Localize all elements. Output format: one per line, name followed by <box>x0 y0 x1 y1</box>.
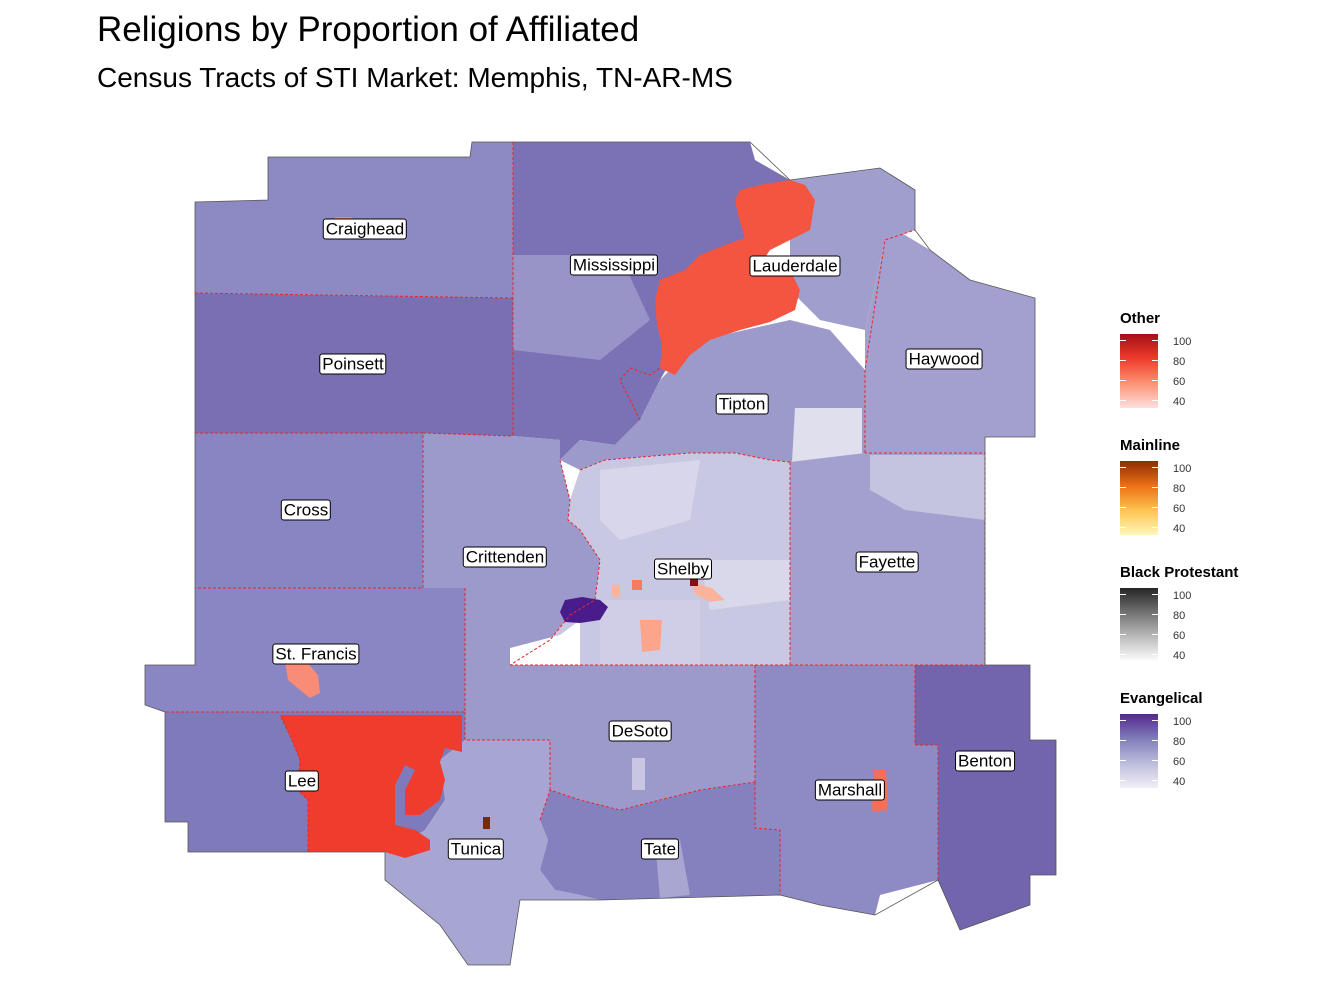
legend-tick-mark <box>1152 780 1158 781</box>
legend-tick-mark <box>1120 340 1126 341</box>
county-label-tipton: Tipton <box>715 393 769 415</box>
legend-mainline: Mainline 100 80 60 40 <box>1120 437 1191 535</box>
legend-tick-mark <box>1152 740 1158 741</box>
legend-evangelical-tick: 40 <box>1173 776 1186 788</box>
other-lee-block <box>280 715 462 858</box>
legend-tick-mark <box>1120 527 1126 528</box>
legend-tick-mark <box>1152 527 1158 528</box>
legend-tick-mark <box>1120 614 1126 615</box>
legend-tick-mark <box>1120 780 1126 781</box>
legend-tick-mark <box>1152 654 1158 655</box>
legend-tick-mark <box>1152 380 1158 381</box>
legend-black-protestant-tick: 40 <box>1173 650 1186 662</box>
legend-tick-mark <box>1152 594 1158 595</box>
legend-tick-mark <box>1152 467 1158 468</box>
county-label-st-francis: St. Francis <box>272 643 360 665</box>
legend-tick-mark <box>1152 340 1158 341</box>
county-lauderdale <box>790 168 915 330</box>
legend-black-protestant-title: Black Protestant <box>1120 564 1239 581</box>
legend-tick-mark <box>1120 507 1126 508</box>
legend-mainline-tick: 100 <box>1173 463 1192 475</box>
legend-mainline-colorbar <box>1120 461 1158 535</box>
county-label-shelby: Shelby <box>654 558 712 580</box>
legend-evangelical-colorbar <box>1120 714 1158 788</box>
county-benton <box>915 665 1056 930</box>
legend-mainline-tick: 40 <box>1173 523 1186 535</box>
county-label-fayette: Fayette <box>855 551 919 573</box>
legend-tick-mark <box>1152 720 1158 721</box>
legend-tick-mark <box>1120 654 1126 655</box>
legend-evangelical-tick: 80 <box>1173 736 1186 748</box>
legend-tick-mark <box>1120 487 1126 488</box>
county-haywood <box>865 232 1035 453</box>
legend-other-colorbar <box>1120 334 1158 408</box>
legend-evangelical-title: Evangelical <box>1120 690 1203 707</box>
legend-evangelical-tick: 60 <box>1173 756 1186 768</box>
legend-tick-mark <box>1120 360 1126 361</box>
county-label-haywood: Haywood <box>905 348 983 370</box>
legend-other-tick: 40 <box>1173 396 1186 408</box>
legend-tick-mark <box>1152 760 1158 761</box>
other-lauderdale-swath <box>655 180 815 375</box>
map-title: Religions by Proportion of Affiliated <box>97 10 640 49</box>
legend-tick-mark <box>1120 467 1126 468</box>
legend-other: Other 100 80 60 40 <box>1120 310 1191 408</box>
county-label-crittenden: Crittenden <box>462 546 548 568</box>
legend-tick-mark <box>1120 740 1126 741</box>
county-label-mississippi: Mississippi <box>569 254 659 276</box>
legend-tick-mark <box>1152 360 1158 361</box>
market-outline <box>144 141 1057 966</box>
legend-tick-mark <box>1152 634 1158 635</box>
legend-mainline-tick: 60 <box>1173 503 1186 515</box>
county-label-lee: Lee <box>284 770 320 792</box>
county-mississippi <box>513 142 790 460</box>
county-label-benton: Benton <box>955 750 1015 772</box>
county-label-poinsett: Poinsett <box>319 353 387 375</box>
other-st-francis <box>285 660 320 698</box>
legend-other-tick: 80 <box>1173 356 1186 368</box>
county-label-tunica: Tunica <box>447 838 505 860</box>
county-label-cross: Cross <box>280 499 332 521</box>
legend-evangelical: Evangelical 100 80 60 40 <box>1120 690 1203 788</box>
legend-tick-mark <box>1152 507 1158 508</box>
county-label-marshall: Marshall <box>814 779 886 801</box>
county-label-desoto: DeSoto <box>608 720 672 742</box>
legend-tick-mark <box>1152 400 1158 401</box>
county-label-craighead: Craighead <box>322 218 408 240</box>
legend-other-title: Other <box>1120 310 1161 327</box>
legend-black-protestant-tick: 60 <box>1173 630 1186 642</box>
legend-tick-mark <box>1152 614 1158 615</box>
legend-mainline-title: Mainline <box>1120 437 1181 454</box>
legend-mainline-tick: 80 <box>1173 483 1186 495</box>
legend-tick-mark <box>1120 760 1126 761</box>
evangelical-memphis-core <box>560 597 608 623</box>
legend-tick-mark <box>1152 487 1158 488</box>
legend-evangelical-tick: 100 <box>1173 716 1192 728</box>
legend-tick-mark <box>1120 720 1126 721</box>
legend-black-protestant: Black Protestant 100 80 60 40 <box>1120 564 1239 662</box>
legend-tick-mark <box>1120 594 1126 595</box>
county-label-lauderdale: Lauderdale <box>749 255 841 277</box>
county-label-tate: Tate <box>640 838 680 860</box>
legend-other-tick: 60 <box>1173 376 1186 388</box>
county-tipton <box>560 320 865 470</box>
legend-tick-mark <box>1120 634 1126 635</box>
map-subtitle: Census Tracts of STI Market: Memphis, TN… <box>97 62 733 93</box>
legend-other-tick: 100 <box>1173 336 1192 348</box>
legend-tick-mark <box>1120 400 1126 401</box>
legend-black-protestant-tick: 80 <box>1173 610 1186 622</box>
legend-black-protestant-colorbar <box>1120 588 1158 662</box>
legend-black-protestant-tick: 100 <box>1173 590 1192 602</box>
legend-tick-mark <box>1120 380 1126 381</box>
